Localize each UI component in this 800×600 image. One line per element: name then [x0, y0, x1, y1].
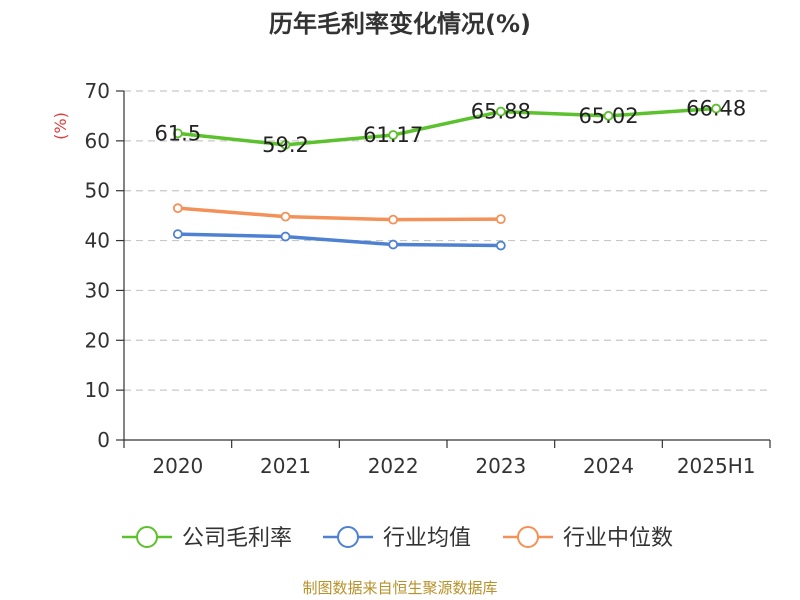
- legend-marker: [136, 526, 158, 548]
- data-point: [603, 110, 614, 121]
- y-tick-label: 70: [85, 79, 110, 103]
- data-point: [280, 231, 291, 242]
- x-tick-labels: 2020 2021 2022 2023 2024 2025H1: [152, 454, 755, 478]
- series-lines: [172, 103, 722, 251]
- legend-label: 行业中位数: [563, 526, 673, 551]
- data-point: [495, 240, 506, 251]
- y-axis-label: (%): [51, 112, 70, 140]
- data-label: 61.5: [154, 121, 201, 145]
- x-tick-label: 2022: [368, 454, 419, 478]
- legend-item: 公司毛利率: [122, 526, 292, 551]
- data-point: [495, 214, 506, 225]
- x-tick-label: 2020: [152, 454, 203, 478]
- data-point: [495, 106, 506, 117]
- y-tick-label: 50: [85, 179, 110, 203]
- x-tick-label: 2021: [260, 454, 311, 478]
- data-label: 66.48: [686, 97, 746, 121]
- data-point: [388, 130, 399, 140]
- legend-item: 行业中位数: [503, 526, 673, 551]
- y-tick-label: 20: [85, 328, 110, 352]
- y-tick-label: 0: [97, 428, 110, 452]
- data-labels: 61.5 59.2 61.17 65.88 65.02 66.48: [154, 97, 746, 157]
- data-point: [172, 229, 183, 239]
- x-tick-label: 2024: [583, 454, 634, 478]
- axes: [116, 90, 771, 448]
- series-line: [176, 106, 718, 147]
- legend-marker: [517, 526, 539, 548]
- x-tick-label: 2025H1: [677, 454, 756, 478]
- data-point: [172, 128, 183, 139]
- data-point: [388, 214, 399, 225]
- gridlines: [124, 90, 770, 391]
- series-line: [176, 206, 503, 222]
- source-note: 制图数据来自恒生聚源数据库: [302, 579, 497, 597]
- chart-title: 历年毛利率变化情况(%): [269, 10, 531, 38]
- legend-item: 行业均值: [323, 526, 471, 551]
- data-point: [388, 239, 399, 250]
- legend-label: 行业均值: [383, 526, 471, 551]
- y-tick-labels: 0 10 20 30 40 50 60 70: [85, 79, 110, 452]
- data-label: 59.2: [262, 133, 309, 157]
- data-label: 65.88: [471, 100, 531, 124]
- data-label: 65.02: [578, 104, 638, 128]
- y-tick-label: 30: [85, 278, 110, 302]
- series-line: [176, 232, 503, 248]
- data-point: [280, 211, 291, 222]
- legend-marker: [337, 526, 359, 548]
- x-tick-label: 2023: [475, 454, 526, 478]
- y-tick-label: 10: [85, 378, 110, 402]
- y-tick-label: 60: [85, 129, 110, 153]
- data-point: [280, 139, 291, 150]
- legend-label: 公司毛利率: [182, 526, 292, 551]
- data-label: 61.17: [363, 123, 423, 147]
- data-point: [711, 103, 722, 114]
- y-tick-label: 40: [85, 229, 110, 253]
- data-point: [172, 203, 183, 214]
- legend: 公司毛利率 行业均值 行业中位数: [122, 526, 673, 551]
